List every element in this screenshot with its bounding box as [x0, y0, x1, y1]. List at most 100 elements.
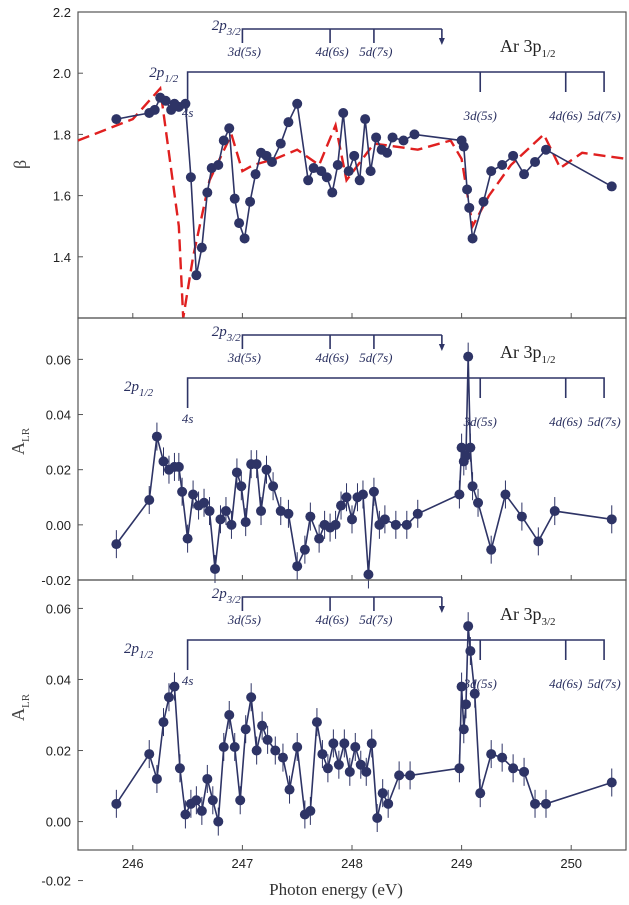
data-point: [144, 495, 155, 506]
data-point: [213, 160, 224, 170]
data-point: [180, 809, 191, 820]
data-point: [240, 517, 251, 528]
label-2p12-3d5s: 3d(5s): [463, 676, 497, 691]
data-point: [357, 489, 368, 500]
data-point: [363, 569, 374, 580]
label-2p12-4s: 4s: [182, 673, 194, 688]
data-point: [398, 135, 409, 146]
data-point: [473, 497, 484, 508]
y-tick-label: 0.00: [46, 518, 71, 533]
panel-title: Ar 3p1/2: [500, 342, 556, 366]
data-point: [390, 519, 401, 530]
data-point: [606, 181, 617, 192]
data-point: [540, 798, 551, 809]
y-tick-label: 1.8: [53, 127, 71, 142]
data-point: [454, 489, 465, 500]
data-point: [283, 117, 294, 128]
panel-1: 2.2 2.0 1.8 1.6 1.4 β Ar 3p1/2 2p3/2 3d(5s) 4d(6s…: [10, 5, 627, 319]
data-point: [469, 688, 480, 699]
data-point: [226, 519, 237, 530]
data-point: [158, 456, 169, 467]
data-point: [185, 172, 196, 183]
bracket-2p32: [241, 334, 442, 349]
label-4d6s: 4d(6s): [315, 612, 348, 627]
y-tick-label: 1.4: [53, 250, 71, 265]
data-point: [215, 514, 226, 525]
data-point: [235, 795, 246, 806]
data-point: [606, 777, 617, 788]
data-point: [394, 770, 405, 781]
label-2p12-4d6s: 4d(6s): [549, 676, 582, 691]
label-2p12: 2p1/2: [124, 641, 154, 661]
data-point: [519, 766, 530, 777]
data-point: [549, 506, 560, 517]
data-point: [454, 763, 465, 774]
data-point: [460, 699, 471, 710]
data-point: [383, 798, 394, 809]
data-point: [336, 500, 347, 511]
data-point: [151, 773, 162, 784]
y-axis-label: β: [10, 160, 30, 169]
label-2p12-3d5s: 3d(5s): [463, 414, 497, 429]
data-point: [478, 196, 489, 207]
data-point: [277, 752, 288, 763]
data-point: [240, 724, 251, 735]
data-point: [144, 749, 155, 760]
y-tick-label: 2.2: [53, 5, 71, 20]
data-point: [270, 745, 281, 756]
data-point: [405, 770, 416, 781]
panel-title: Ar 3p3/2: [500, 604, 556, 628]
panel-title: Ar 3p1/2: [500, 36, 556, 60]
data-point: [508, 150, 519, 161]
x-tick-label: 249: [451, 856, 473, 871]
panel-2: 0.06 0.04 0.02 0.00 -0.02 ALR Ar 3p1/2 2p3/2 3d(…: [8, 317, 627, 589]
y-axis-label: ALR: [8, 693, 32, 721]
data-point: [344, 766, 355, 777]
label-3d5s: 3d(5s): [227, 612, 261, 627]
label-5d7s: 5d(7s): [359, 44, 392, 59]
data-point: [387, 132, 398, 143]
label-2p12-4d6s: 4d(6s): [549, 108, 582, 123]
x-tick-label: 247: [232, 856, 254, 871]
data-point: [530, 798, 541, 809]
data-point: [292, 741, 303, 752]
x-axis-ticklabels: 246 247 248 249 250: [122, 856, 582, 871]
label-2p12-5d7s: 5d(7s): [587, 414, 620, 429]
resonance-brackets: 2p3/2 3d(5s) 4d(6s) 5d(7s) 2p1/2 4s 3d(5s) 4d(6…: [124, 586, 621, 691]
data-point: [251, 745, 262, 756]
data-point: [497, 160, 508, 170]
label-5d7s: 5d(7s): [359, 350, 392, 365]
data-point: [262, 734, 273, 745]
data-point: [343, 166, 354, 177]
data-point: [191, 270, 202, 281]
data-point: [275, 138, 286, 149]
y-axis-ticklabels: 0.06 0.04 0.02 0.00 -0.02: [41, 352, 83, 588]
label-3d5s: 3d(5s): [227, 350, 261, 365]
data-point: [283, 508, 294, 519]
data-point: [246, 692, 257, 703]
data-point: [333, 759, 344, 770]
data-point: [533, 536, 544, 547]
data-point: [497, 752, 508, 763]
data-point: [372, 813, 383, 824]
data-point: [266, 156, 277, 167]
data-points: [111, 612, 617, 836]
data-point: [464, 202, 475, 213]
data-point: [467, 233, 478, 244]
data-point: [462, 184, 473, 195]
label-2p12-3d5s: 3d(5s): [463, 108, 497, 123]
data-point: [149, 104, 160, 115]
data-point: [330, 519, 341, 530]
bracket-2p12: [186, 377, 605, 408]
label-3d5s: 3d(5s): [227, 44, 261, 59]
data-point: [382, 147, 393, 158]
data-point: [292, 98, 303, 109]
data-point: [261, 464, 272, 475]
data-point: [486, 544, 497, 555]
data-point: [257, 720, 268, 731]
y-tick-label: 0.06: [46, 352, 71, 367]
data-point: [199, 497, 210, 508]
label-2p32: 2p3/2: [212, 18, 242, 38]
data-point: [196, 242, 207, 253]
data-point: [268, 481, 279, 492]
